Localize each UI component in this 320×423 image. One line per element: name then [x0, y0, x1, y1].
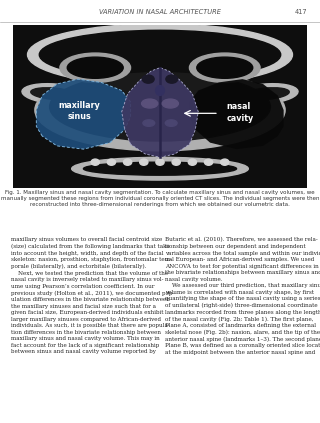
Text: Butaric et al. (2010). Therefore, we assessed the rela-
tionship between our dep: Butaric et al. (2010). Therefore, we ass…: [165, 237, 320, 355]
Ellipse shape: [50, 73, 270, 141]
Ellipse shape: [31, 88, 77, 100]
Polygon shape: [13, 25, 307, 188]
Polygon shape: [122, 68, 198, 157]
Ellipse shape: [67, 57, 123, 78]
Ellipse shape: [107, 159, 116, 165]
Ellipse shape: [39, 30, 281, 79]
Ellipse shape: [35, 69, 285, 151]
Text: maxillary
sinus: maxillary sinus: [58, 101, 100, 121]
Ellipse shape: [28, 24, 292, 85]
Text: 417: 417: [295, 8, 307, 15]
Ellipse shape: [172, 159, 180, 165]
Ellipse shape: [243, 88, 289, 100]
Text: VARIATION IN NASAL ARCHITECTURE: VARIATION IN NASAL ARCHITECTURE: [99, 8, 221, 15]
Ellipse shape: [142, 75, 154, 83]
Ellipse shape: [234, 84, 298, 104]
Text: Fig. 1. Maxillary sinus and nasal cavity segmentation. To calculate maxillary si: Fig. 1. Maxillary sinus and nasal cavity…: [1, 190, 319, 207]
Ellipse shape: [156, 159, 164, 165]
Ellipse shape: [204, 159, 213, 165]
Ellipse shape: [84, 162, 236, 175]
Ellipse shape: [91, 159, 99, 165]
Ellipse shape: [189, 53, 260, 82]
Ellipse shape: [165, 120, 177, 126]
Ellipse shape: [188, 159, 196, 165]
Polygon shape: [189, 79, 284, 149]
Ellipse shape: [143, 120, 155, 126]
Ellipse shape: [22, 84, 86, 104]
Polygon shape: [36, 79, 131, 149]
Ellipse shape: [162, 99, 179, 108]
Text: nasal
cavity: nasal cavity: [226, 102, 253, 123]
Ellipse shape: [124, 159, 132, 165]
Ellipse shape: [140, 159, 148, 165]
Ellipse shape: [142, 99, 158, 108]
Ellipse shape: [156, 85, 164, 96]
Ellipse shape: [166, 75, 178, 83]
Ellipse shape: [72, 157, 248, 180]
Ellipse shape: [60, 53, 131, 82]
Ellipse shape: [197, 57, 253, 78]
Text: maxillary sinus volumes to overall facial centroid size
(size) calculated from t: maxillary sinus volumes to overall facia…: [11, 237, 174, 354]
Ellipse shape: [221, 159, 229, 165]
